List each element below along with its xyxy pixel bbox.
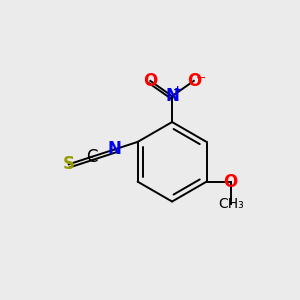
Text: O: O xyxy=(187,72,201,90)
Text: S: S xyxy=(63,155,75,173)
Text: C: C xyxy=(86,148,98,166)
Text: O: O xyxy=(143,72,158,90)
Text: +: + xyxy=(173,85,183,95)
Text: O: O xyxy=(224,173,238,191)
Text: CH₃: CH₃ xyxy=(218,197,244,211)
Text: N: N xyxy=(108,140,122,158)
Text: N: N xyxy=(165,87,179,105)
Text: −: − xyxy=(196,72,207,85)
